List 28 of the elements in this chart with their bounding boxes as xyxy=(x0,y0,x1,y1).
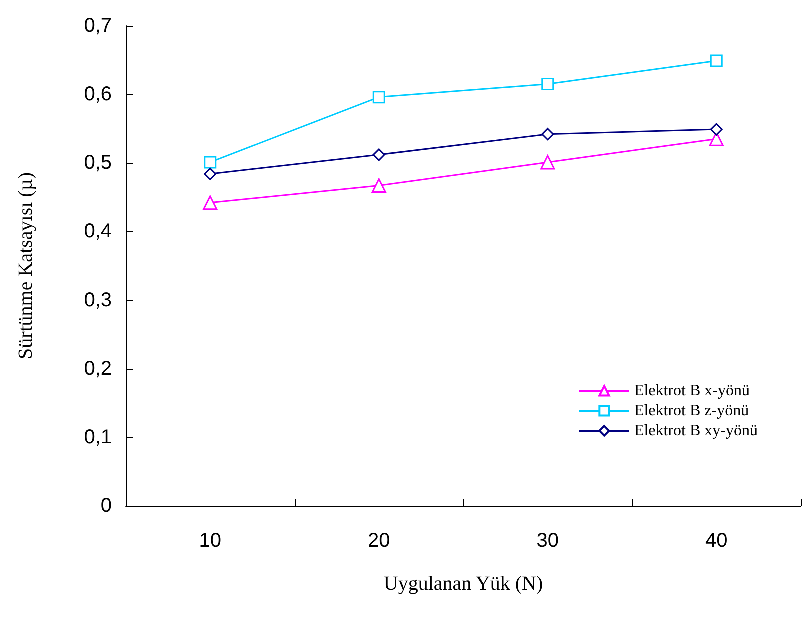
point xyxy=(204,156,217,169)
y-tick-label: 0,7 xyxy=(84,15,112,37)
y-tick-label: 0,5 xyxy=(84,152,112,174)
legend-label: Elektrot B xy-yönü xyxy=(634,422,758,440)
y-tick-label: 0,4 xyxy=(84,220,112,243)
point xyxy=(710,54,723,68)
legend-label: Elektrot B z-yönü xyxy=(634,402,750,420)
legend-label: Elektrot B x-yönü xyxy=(634,382,750,400)
point xyxy=(372,178,386,194)
y-tick-label: 0,1 xyxy=(84,426,112,448)
point xyxy=(542,78,554,91)
point xyxy=(203,196,218,210)
y-tick-label: 0,3 xyxy=(84,289,112,312)
x-tick-label: 20 xyxy=(368,530,390,552)
point xyxy=(710,123,723,136)
y-tick-label: 0,6 xyxy=(84,84,112,106)
x-tick-label: 10 xyxy=(199,530,222,552)
x-axis-title: Uygulanan Yük (N) xyxy=(384,573,544,595)
point xyxy=(540,155,556,170)
y-tick-label: 0,2 xyxy=(84,358,112,380)
y-axis-title: Sürtünme Katsayısı (µ) xyxy=(15,172,37,360)
x-tick-label: 40 xyxy=(706,530,728,552)
point xyxy=(542,128,554,141)
x-tick-label: 30 xyxy=(536,530,559,552)
point xyxy=(372,91,386,104)
point xyxy=(372,148,386,162)
y-tick-label: 0 xyxy=(100,495,112,517)
point xyxy=(204,168,217,180)
